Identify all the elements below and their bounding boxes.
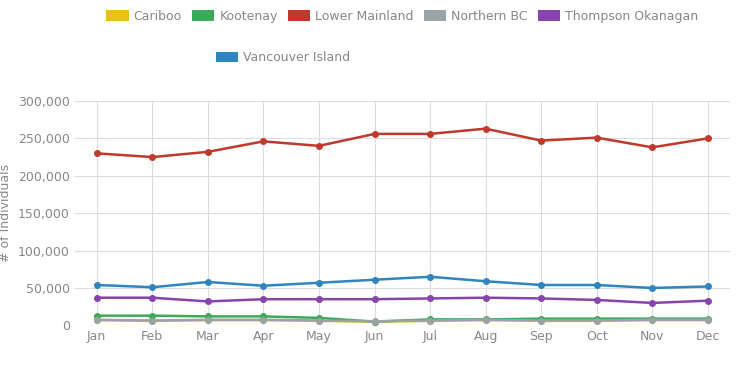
Vancouver Island — [314, 280, 323, 285]
Cariboo — [314, 319, 323, 323]
Northern BC — [148, 318, 156, 323]
Vancouver Island — [592, 283, 601, 287]
Kootenay — [703, 316, 712, 321]
Cariboo — [148, 319, 156, 323]
Lower Mainland — [148, 155, 156, 159]
Kootenay — [481, 317, 490, 322]
Northern BC — [536, 318, 545, 323]
Lower Mainland — [203, 150, 212, 154]
Vancouver Island — [92, 283, 101, 287]
Kootenay — [648, 316, 657, 321]
Vancouver Island — [536, 283, 545, 287]
Northern BC — [481, 318, 490, 322]
Legend: Vancouver Island: Vancouver Island — [216, 51, 350, 64]
Thompson Okanagan — [425, 296, 434, 301]
Lower Mainland — [536, 138, 545, 143]
Kootenay — [536, 316, 545, 321]
Lower Mainland — [370, 132, 379, 136]
Lower Mainland — [648, 145, 657, 150]
Line: Cariboo: Cariboo — [94, 318, 711, 324]
Thompson Okanagan — [92, 295, 101, 300]
Lower Mainland — [425, 132, 434, 136]
Vancouver Island — [703, 284, 712, 289]
Cariboo — [648, 318, 657, 322]
Lower Mainland — [703, 136, 712, 141]
Kootenay — [148, 313, 156, 318]
Kootenay — [425, 317, 434, 322]
Lower Mainland — [592, 135, 601, 140]
Cariboo — [425, 319, 434, 323]
Northern BC — [259, 318, 268, 322]
Northern BC — [314, 318, 323, 323]
Kootenay — [259, 314, 268, 319]
Thompson Okanagan — [648, 301, 657, 305]
Thompson Okanagan — [148, 295, 156, 300]
Lower Mainland — [92, 151, 101, 156]
Legend: Cariboo, Kootenay, Lower Mainland, Northern BC, Thompson Okanagan: Cariboo, Kootenay, Lower Mainland, North… — [107, 10, 698, 23]
Thompson Okanagan — [536, 296, 545, 301]
Cariboo — [203, 318, 212, 322]
Thompson Okanagan — [592, 298, 601, 302]
Line: Kootenay: Kootenay — [94, 313, 711, 324]
Kootenay — [314, 316, 323, 320]
Cariboo — [370, 319, 379, 324]
Thompson Okanagan — [370, 297, 379, 301]
Lower Mainland — [259, 139, 268, 144]
Kootenay — [592, 316, 601, 321]
Vancouver Island — [148, 285, 156, 289]
Vancouver Island — [481, 279, 490, 283]
Thompson Okanagan — [481, 295, 490, 300]
Cariboo — [481, 318, 490, 322]
Line: Thompson Okanagan: Thompson Okanagan — [94, 295, 711, 306]
Cariboo — [536, 319, 545, 323]
Kootenay — [370, 319, 379, 324]
Cariboo — [592, 319, 601, 323]
Northern BC — [370, 319, 379, 324]
Line: Northern BC: Northern BC — [94, 317, 711, 324]
Lower Mainland — [481, 126, 490, 131]
Northern BC — [648, 318, 657, 322]
Northern BC — [592, 318, 601, 323]
Vancouver Island — [203, 280, 212, 284]
Thompson Okanagan — [703, 298, 712, 303]
Cariboo — [259, 318, 268, 322]
Northern BC — [92, 318, 101, 322]
Northern BC — [203, 318, 212, 322]
Thompson Okanagan — [259, 297, 268, 301]
Vancouver Island — [425, 275, 434, 279]
Y-axis label: # of Individuals: # of Individuals — [0, 164, 12, 262]
Kootenay — [203, 314, 212, 319]
Thompson Okanagan — [203, 299, 212, 304]
Cariboo — [703, 318, 712, 322]
Northern BC — [425, 318, 434, 323]
Vancouver Island — [370, 278, 379, 282]
Kootenay — [92, 313, 101, 318]
Cariboo — [92, 318, 101, 322]
Line: Lower Mainland: Lower Mainland — [94, 126, 711, 160]
Line: Vancouver Island: Vancouver Island — [94, 274, 711, 291]
Vancouver Island — [648, 286, 657, 290]
Vancouver Island — [259, 283, 268, 288]
Thompson Okanagan — [314, 297, 323, 301]
Lower Mainland — [314, 144, 323, 148]
Northern BC — [703, 318, 712, 322]
